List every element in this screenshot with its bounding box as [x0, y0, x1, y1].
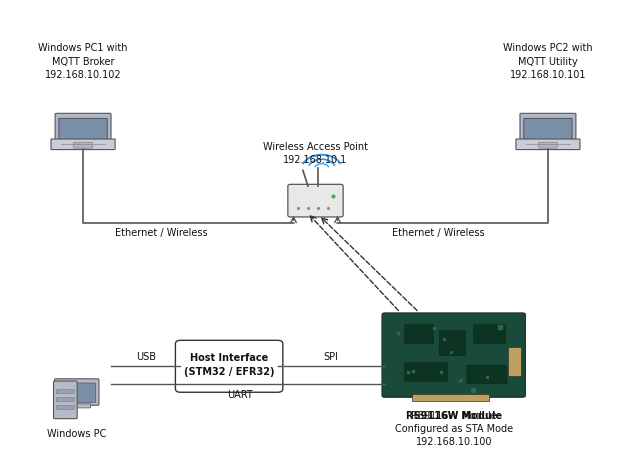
FancyBboxPatch shape	[63, 404, 91, 408]
FancyBboxPatch shape	[55, 113, 111, 147]
FancyBboxPatch shape	[56, 390, 74, 393]
FancyBboxPatch shape	[56, 398, 74, 401]
FancyBboxPatch shape	[175, 340, 283, 392]
FancyBboxPatch shape	[59, 118, 107, 144]
FancyBboxPatch shape	[56, 405, 74, 409]
Text: RS9116W Module: RS9116W Module	[406, 411, 502, 421]
FancyBboxPatch shape	[404, 325, 433, 344]
FancyBboxPatch shape	[411, 394, 489, 401]
FancyBboxPatch shape	[516, 139, 580, 149]
FancyBboxPatch shape	[382, 313, 526, 397]
FancyBboxPatch shape	[439, 330, 466, 356]
FancyBboxPatch shape	[524, 118, 572, 144]
FancyBboxPatch shape	[55, 379, 99, 405]
FancyBboxPatch shape	[474, 325, 505, 344]
Text: Windows PC1 with
MQTT Broker
192.168.10.102: Windows PC1 with MQTT Broker 192.168.10.…	[38, 43, 128, 80]
Text: Host Interface
(STM32 / EFR32): Host Interface (STM32 / EFR32)	[184, 353, 274, 377]
Text: Windows PC: Windows PC	[47, 429, 107, 439]
FancyBboxPatch shape	[404, 363, 447, 381]
Text: RS9116W Module
Configured as STA Mode
192.168.10.100: RS9116W Module Configured as STA Mode 19…	[394, 411, 513, 447]
Text: SPI: SPI	[324, 352, 339, 362]
Text: USB: USB	[136, 352, 156, 362]
FancyBboxPatch shape	[74, 143, 93, 148]
FancyBboxPatch shape	[58, 383, 96, 402]
Text: Ethernet / Wireless: Ethernet / Wireless	[392, 228, 485, 239]
Text: Windows PC2 with
MQTT Utility
192.168.10.101: Windows PC2 with MQTT Utility 192.168.10…	[503, 43, 593, 80]
Text: Ethernet / Wireless: Ethernet / Wireless	[115, 228, 208, 239]
FancyBboxPatch shape	[509, 346, 521, 376]
FancyBboxPatch shape	[467, 365, 507, 384]
FancyBboxPatch shape	[538, 143, 557, 148]
FancyBboxPatch shape	[54, 381, 77, 419]
FancyBboxPatch shape	[520, 113, 576, 147]
Text: UART: UART	[227, 389, 253, 399]
FancyBboxPatch shape	[51, 139, 115, 149]
FancyBboxPatch shape	[288, 184, 343, 217]
Text: Wireless Access Point
192.168.10.1: Wireless Access Point 192.168.10.1	[263, 142, 368, 165]
